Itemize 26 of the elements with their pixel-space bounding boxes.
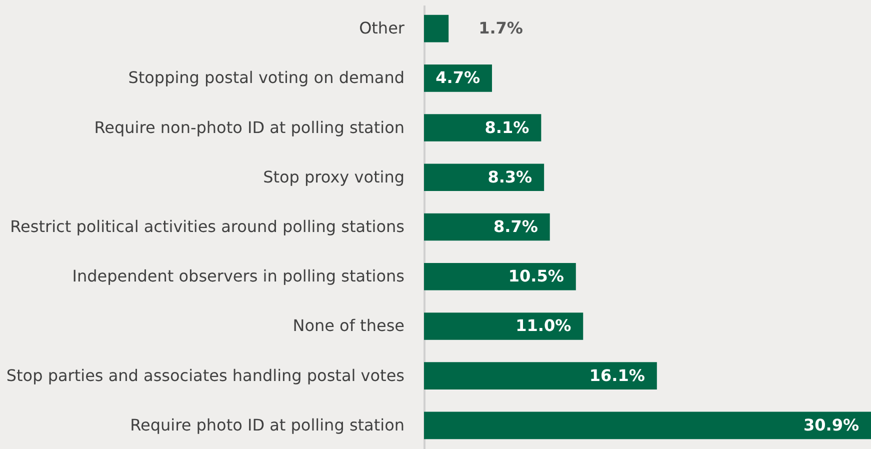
- data-label: 4.7%: [436, 68, 480, 88]
- data-label: 10.5%: [508, 266, 564, 286]
- bar: [424, 412, 871, 440]
- bar: [424, 114, 542, 142]
- bar: [424, 14, 449, 42]
- data-label: 30.9%: [803, 415, 859, 434]
- y-tick-label: Stop proxy voting: [263, 167, 404, 186]
- y-tick-label: Require non-photo ID at polling station: [94, 118, 404, 137]
- y-tick-label: Independent observers in polling stations: [72, 266, 404, 286]
- bar: [424, 312, 584, 340]
- data-label: 1.7%: [478, 18, 523, 38]
- y-tick-label: Restrict political activities around polling stations: [10, 217, 404, 236]
- data-label: 8.3%: [488, 167, 532, 186]
- bar: [424, 213, 550, 241]
- y-tick-label: Require photo ID at polling station: [130, 415, 404, 434]
- bar: [424, 362, 657, 390]
- data-label: 16.1%: [589, 366, 645, 385]
- bar: [424, 164, 544, 192]
- data-label: 8.1%: [484, 118, 530, 137]
- y-tick-label: None of these: [292, 316, 404, 336]
- y-tick-label: Other: [359, 18, 405, 38]
- y-tick-label: Stopping postal voting on demand: [128, 68, 404, 88]
- data-label: 8.7%: [493, 217, 538, 236]
- data-label: 11.0%: [516, 316, 572, 336]
- y-tick-label: Stop parties and associates handling postal votes: [6, 366, 404, 385]
- bar: [424, 262, 576, 290]
